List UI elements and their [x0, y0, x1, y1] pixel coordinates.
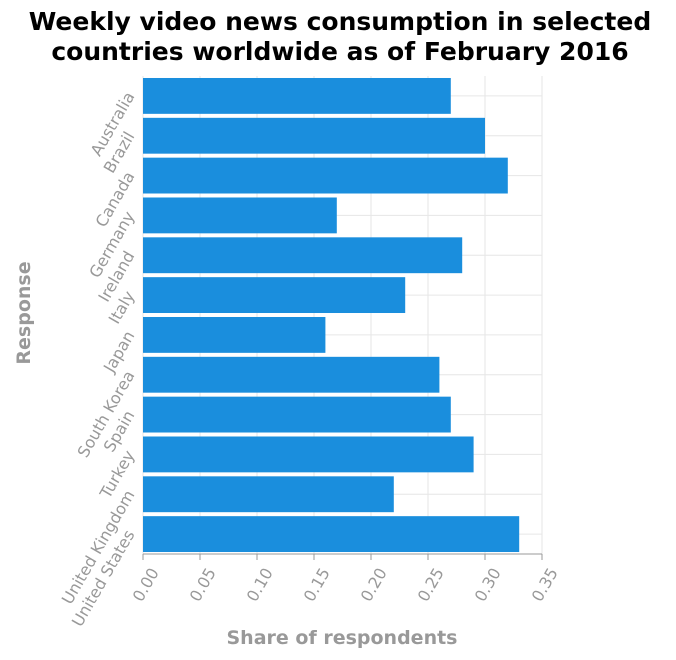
x-tick-label-6: 0.30 — [471, 565, 505, 605]
x-tick-label-5: 0.25 — [414, 565, 448, 605]
x-tick-label-3: 0.15 — [300, 565, 334, 605]
y-tick-labels: AustraliaBrazilCanadaGermanyIrelandItaly… — [58, 88, 139, 629]
bars — [143, 77, 520, 553]
bar-japan — [143, 316, 326, 353]
bar-germany — [143, 197, 337, 234]
chart-title-line-2: countries worldwide as of February 2016 — [51, 37, 628, 66]
x-tick-label-2: 0.10 — [243, 565, 277, 605]
bar-italy — [143, 277, 406, 314]
bar-australia — [143, 77, 451, 114]
bar-united-states — [143, 516, 520, 553]
bar-canada — [143, 157, 508, 194]
y-tick-label-japan: Japan — [99, 327, 138, 376]
x-tick-label-7: 0.35 — [528, 565, 562, 605]
x-axis-title: Share of respondents — [227, 627, 458, 649]
axes — [142, 553, 543, 560]
bar-brazil — [143, 117, 485, 154]
bar-turkey — [143, 436, 474, 473]
x-tick-labels: 0.00 0.05 0.10 0.15 0.20 0.25 0.30 0.35 — [129, 565, 562, 605]
bar-united-kingdom — [143, 476, 394, 513]
bar-ireland — [143, 237, 463, 274]
x-tick-label-4: 0.20 — [357, 565, 391, 605]
bar-spain — [143, 396, 451, 433]
chart-title-line-1: Weekly video news consumption in selecte… — [29, 7, 652, 36]
bar-south-korea — [143, 356, 440, 393]
x-tick-label-1: 0.05 — [186, 565, 220, 605]
x-tick-label-0: 0.00 — [129, 565, 163, 605]
y-axis-title: Response — [13, 261, 35, 364]
